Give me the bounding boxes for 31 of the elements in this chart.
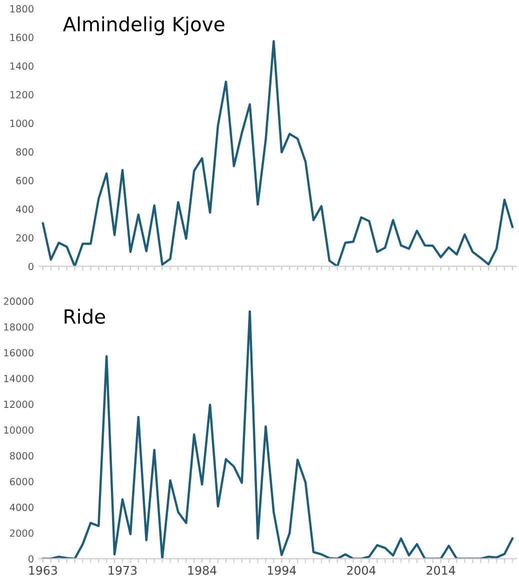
y-tick-label: 4000: [10, 504, 34, 512]
y-tick-label: 2000: [10, 529, 34, 537]
y-tick-label: 14000: [4, 374, 34, 382]
y-tick-label: 6000: [10, 478, 34, 486]
y-tick-label: 1800: [10, 5, 34, 13]
x-tick-label: 1973: [108, 566, 137, 575]
y-tick-label: 16000: [4, 349, 34, 356]
y-tick-label: 200: [16, 234, 34, 242]
y-tick-label: 10000: [4, 426, 34, 434]
y-tick-label: 1400: [10, 62, 34, 70]
y-tick-label: 1600: [10, 34, 34, 42]
y-tick-label: 0: [28, 555, 34, 563]
y-tick-label: 600: [16, 176, 34, 184]
line-series: [42, 310, 514, 559]
y-tick-label: 0: [28, 262, 34, 270]
x-tick-label: 2004: [347, 566, 376, 575]
x-tick-label: 1963: [29, 566, 57, 575]
y-tick-label: 18000: [4, 323, 34, 331]
line-series: [42, 40, 514, 266]
y-tick-label: 12000: [4, 400, 34, 408]
y-tick-label: 20000: [4, 298, 34, 305]
chart-title: Almindelig Kjove: [62, 16, 224, 36]
y-tick-label: 8000: [10, 452, 34, 460]
y-tick-label: 800: [16, 148, 34, 156]
x-tick-label: 2014: [426, 566, 456, 575]
x-tick-label: 1984: [188, 566, 216, 575]
chart-title: Ride: [64, 308, 105, 324]
y-tick-label: 1000: [10, 120, 34, 128]
y-tick-label: 1200: [10, 91, 34, 98]
y-tick-label: 400: [16, 206, 34, 213]
x-tick-label: 1994: [268, 566, 296, 575]
